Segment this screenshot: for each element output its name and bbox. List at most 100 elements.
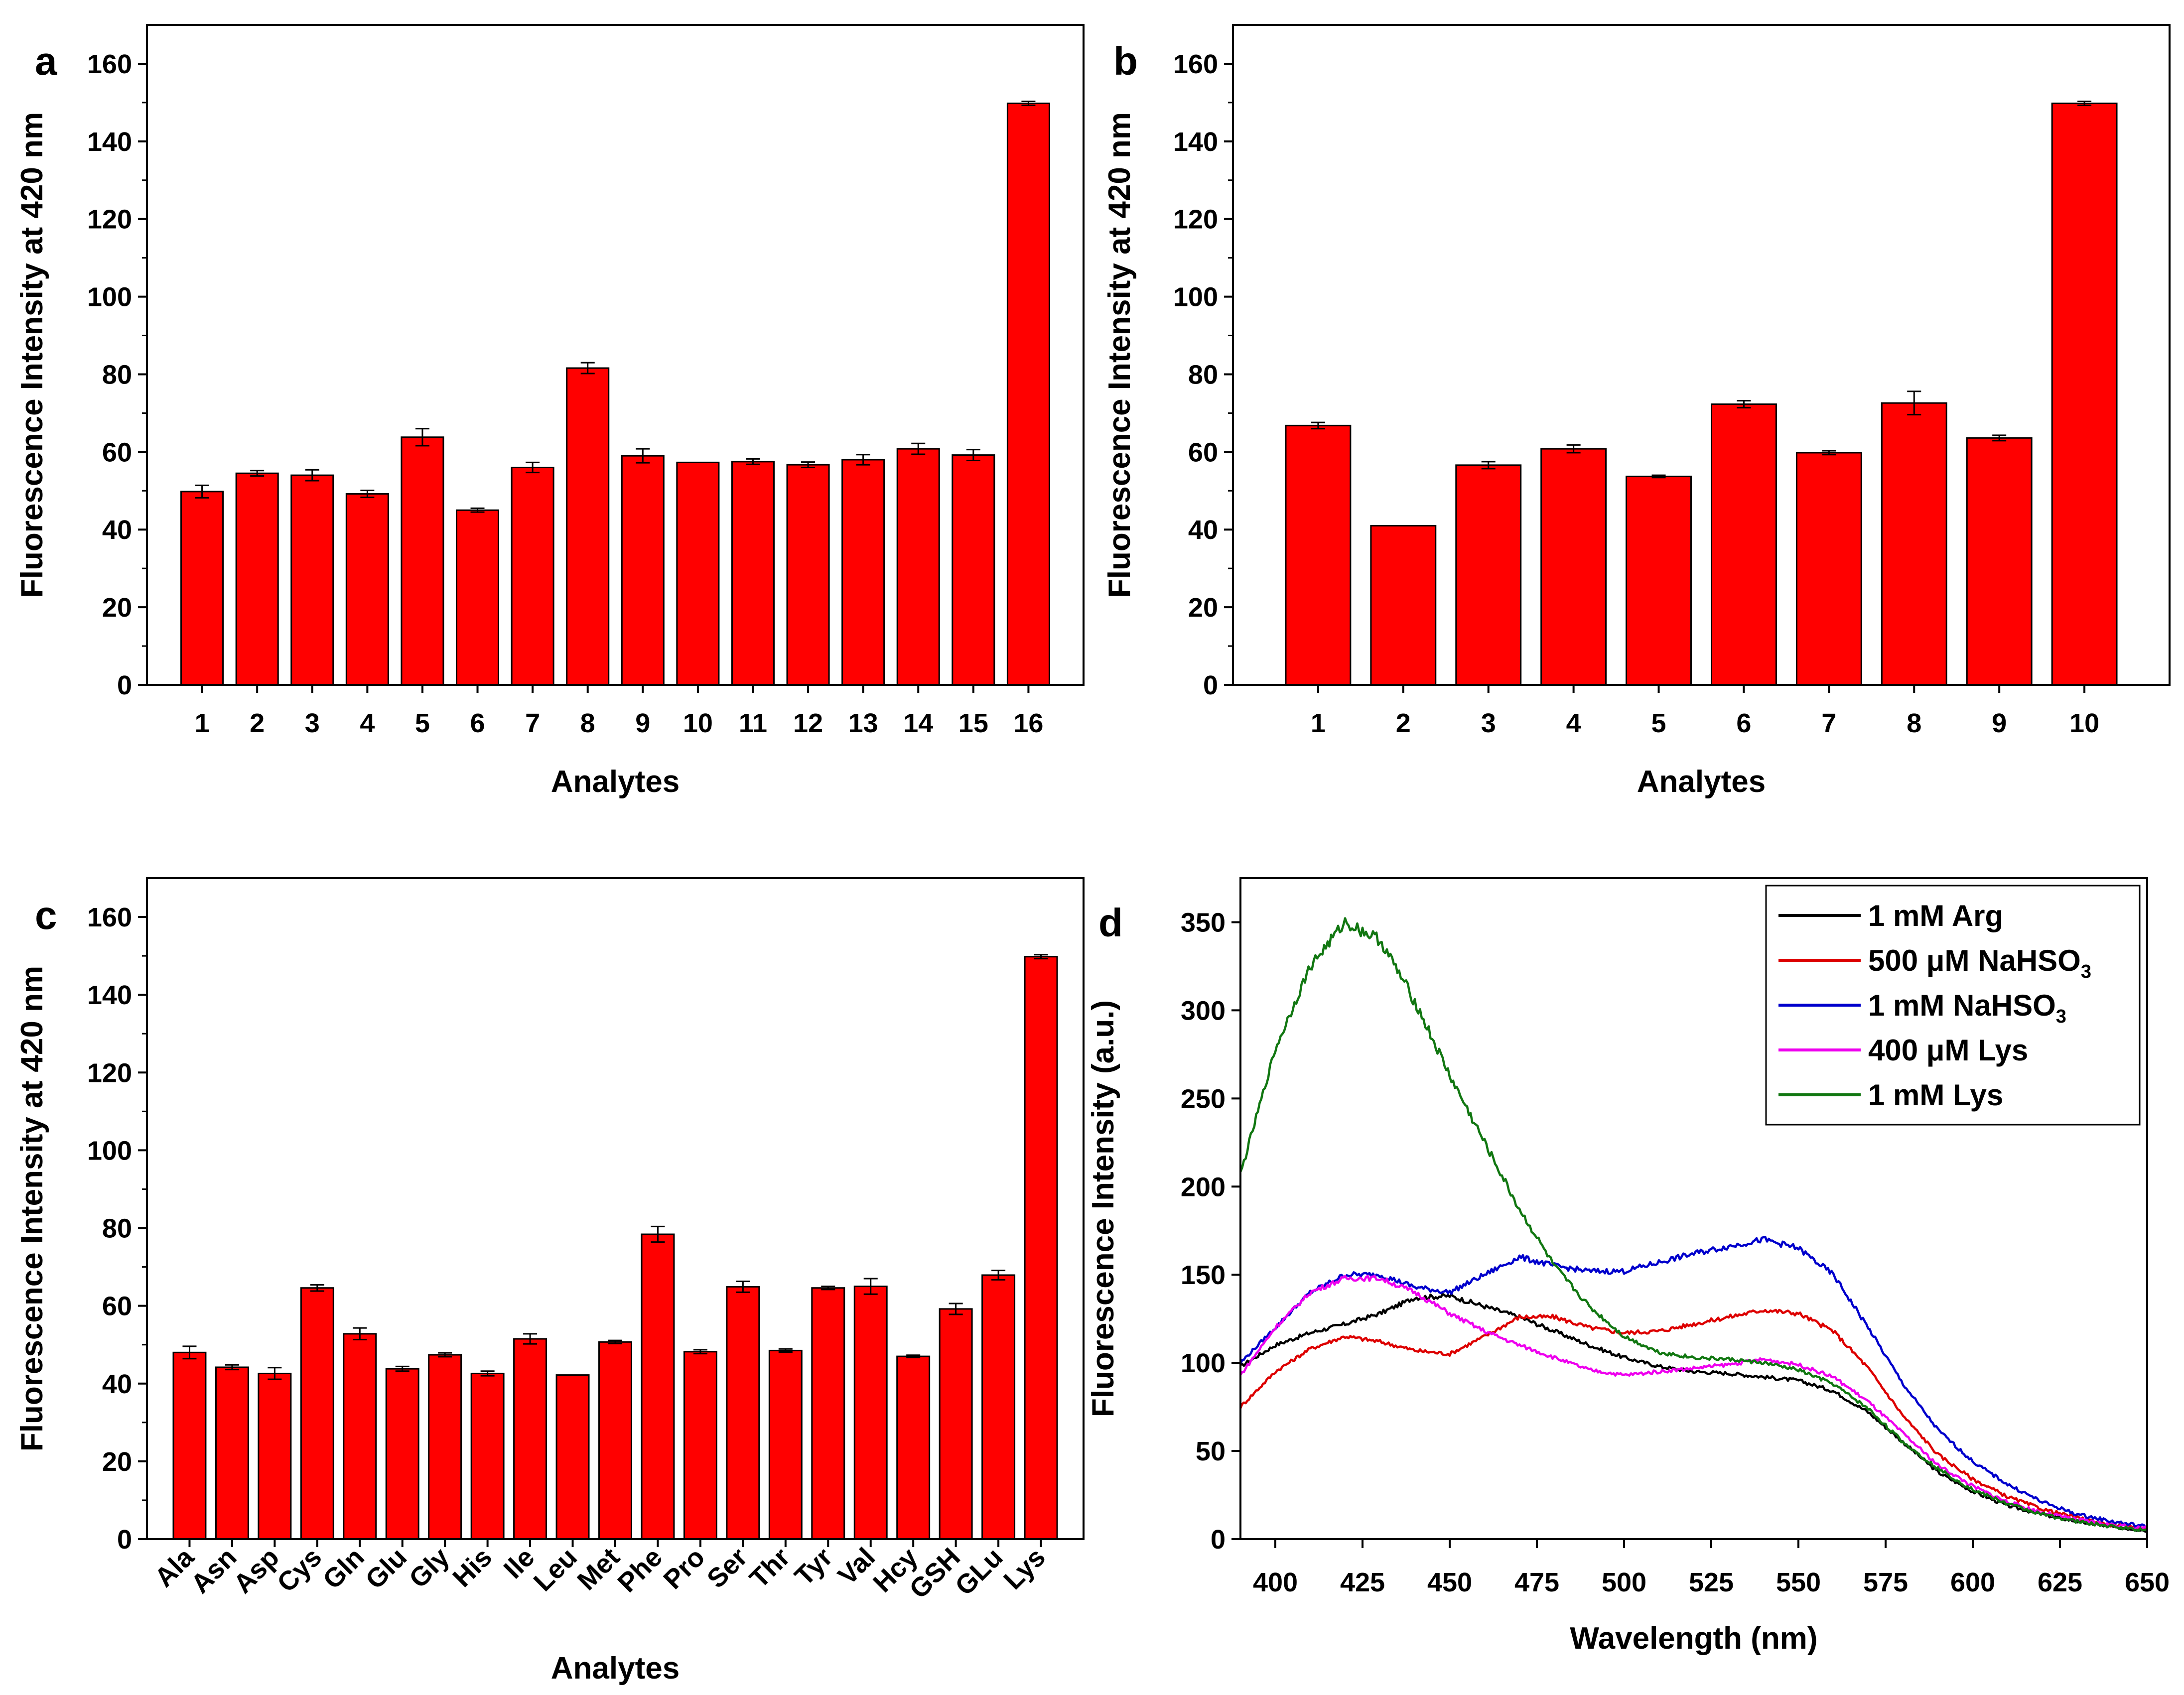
x-tick-label-His: His	[447, 1542, 498, 1593]
error-bar-8	[1907, 391, 1921, 416]
x-tick-label-4: 4	[1566, 708, 1581, 738]
bar-14	[896, 448, 940, 686]
y-tick-label-160: 160	[1173, 49, 1218, 79]
legend-entry-3: 400 μM Lys	[1778, 1034, 2028, 1067]
bar-1	[180, 491, 224, 686]
x-tick-label-8: 8	[1907, 708, 1921, 738]
error-bar-Phe	[651, 1225, 665, 1243]
error-bar-Cys	[310, 1284, 324, 1292]
error-bar-13	[856, 454, 870, 466]
bar-5	[1626, 475, 1692, 686]
legend-label: 1 mM Lys	[1868, 1078, 2003, 1112]
x-tick-label-Gln: Gln	[317, 1542, 370, 1595]
series-line-2	[1239, 1236, 2148, 1529]
y-tick-label-0: 0	[1211, 1525, 1226, 1555]
series-line-0	[1239, 1293, 2148, 1533]
error-bar-Thr	[778, 1348, 793, 1353]
error-bar-10	[2077, 101, 2092, 106]
x-tick-label-14: 14	[903, 708, 933, 738]
panel-b: 1 2 3 4 5 6 7 8 9 10020406080100120140160Fluoresc…	[1102, 24, 2171, 799]
legend-entry-2: 1 mM NaHSO3	[1778, 989, 2066, 1027]
legend-entry-4: 1 mM Lys	[1778, 1078, 2003, 1112]
bar-Ala	[172, 1351, 207, 1540]
x-tick-label-9: 9	[1992, 708, 2007, 738]
error-bar-9	[636, 448, 650, 464]
bar-GLu	[981, 1274, 1016, 1540]
x-tick-label-2: 2	[250, 708, 265, 738]
error-bar-Met	[608, 1339, 622, 1344]
error-bar-2	[250, 470, 265, 477]
x-tick-label-475: 475	[1514, 1567, 1559, 1597]
x-tick-label-2: 2	[1396, 708, 1411, 738]
x-tick-label-7: 7	[525, 708, 540, 738]
y-tick-label-0: 0	[1203, 670, 1218, 700]
bar-2	[1370, 524, 1437, 686]
y-tick-label-300: 300	[1181, 996, 1226, 1026]
y-tick-label-120: 120	[87, 205, 132, 235]
x-tick-label-Glu: Glu	[360, 1542, 412, 1595]
y-axis-title: Fluorescence Intensity (a.u.)	[1086, 1000, 1120, 1417]
x-tick-label-12: 12	[793, 708, 823, 738]
error-bar-15	[966, 449, 980, 461]
legend-label: 1 mM Arg	[1868, 899, 2003, 932]
error-bar-Tyr	[821, 1286, 835, 1291]
x-tick-label-550: 550	[1776, 1567, 1821, 1597]
bar-Ile	[513, 1338, 547, 1540]
x-tick-label-9: 9	[635, 708, 650, 738]
x-tick-label-Tyr: Tyr	[789, 1542, 838, 1591]
x-tick-label-650: 650	[2125, 1567, 2170, 1597]
error-bar-11	[746, 458, 760, 465]
y-tick-label-250: 250	[1181, 1084, 1226, 1114]
x-tick-label-Thr: Thr	[744, 1542, 796, 1594]
error-bar-Hcy	[906, 1354, 921, 1358]
y-tick-label-40: 40	[1188, 515, 1218, 545]
plot-frame	[146, 877, 1085, 1540]
error-bar-12	[801, 461, 816, 469]
legend: 1 mM Arg 500 μM NaHSO3 1 mM NaHSO3 400 μM L…	[1765, 885, 2141, 1126]
panel-a: 1 2 3 4 5 6 7 8 9 10 11 12 13 14 15 1602040608010012014…	[15, 24, 1085, 799]
y-tick-label-150: 150	[1181, 1260, 1226, 1290]
x-tick-label-525: 525	[1689, 1567, 1734, 1597]
y-tick-label-0: 0	[117, 1525, 132, 1555]
error-bar-GLu	[991, 1270, 1006, 1281]
panel-d: 400 425 450 475 500 525 550 575 600 625 650 0 50 100 1…	[1086, 877, 2170, 1656]
error-bar-7	[1822, 450, 1836, 456]
error-bar-Ser	[736, 1280, 750, 1293]
legend-label: 400 μM Lys	[1868, 1034, 2028, 1067]
x-tick-label-GLu: GLu	[950, 1542, 1009, 1601]
bar-10	[676, 461, 720, 686]
error-bar-Ile	[523, 1333, 538, 1345]
x-tick-label-600: 600	[1950, 1567, 1995, 1597]
x-tick-label-Pro: Pro	[658, 1542, 710, 1595]
y-tick-label-0: 0	[117, 670, 132, 700]
error-bar-Glu	[395, 1365, 410, 1372]
bar-7	[511, 467, 554, 686]
error-bar-3	[305, 469, 319, 482]
bar-6	[456, 509, 500, 686]
error-bar-9	[1992, 434, 2007, 442]
error-bar-Val	[863, 1278, 878, 1295]
x-tick-label-7: 7	[1821, 708, 1836, 738]
bar-4	[345, 493, 389, 686]
x-tick-label-425: 425	[1340, 1567, 1385, 1597]
bar-Gln	[343, 1333, 377, 1540]
x-tick-label-5: 5	[1651, 708, 1666, 738]
error-bar-3	[1481, 461, 1496, 470]
x-tick-label-8: 8	[580, 708, 595, 738]
y-tick-label-80: 80	[102, 360, 132, 390]
error-bar-4	[1566, 444, 1581, 454]
y-tick-label-120: 120	[1173, 205, 1218, 235]
panel-letter-b: b	[1113, 39, 1138, 83]
y-tick-label-80: 80	[102, 1214, 132, 1244]
x-tick-label-3: 3	[1481, 708, 1496, 738]
bar-Gly	[428, 1354, 462, 1540]
series-line-1	[1239, 1308, 2148, 1531]
bar-Hcy	[896, 1355, 931, 1540]
y-tick-label-100: 100	[1173, 282, 1218, 312]
x-tick-label-10: 10	[683, 708, 713, 738]
y-tick-label-60: 60	[102, 1292, 132, 1321]
legend-entry-1: 500 μM NaHSO3	[1778, 944, 2091, 982]
y-tick-label-20: 20	[102, 1447, 132, 1477]
x-tick-label-6: 6	[470, 708, 485, 738]
panel-letter-c: c	[35, 893, 57, 937]
